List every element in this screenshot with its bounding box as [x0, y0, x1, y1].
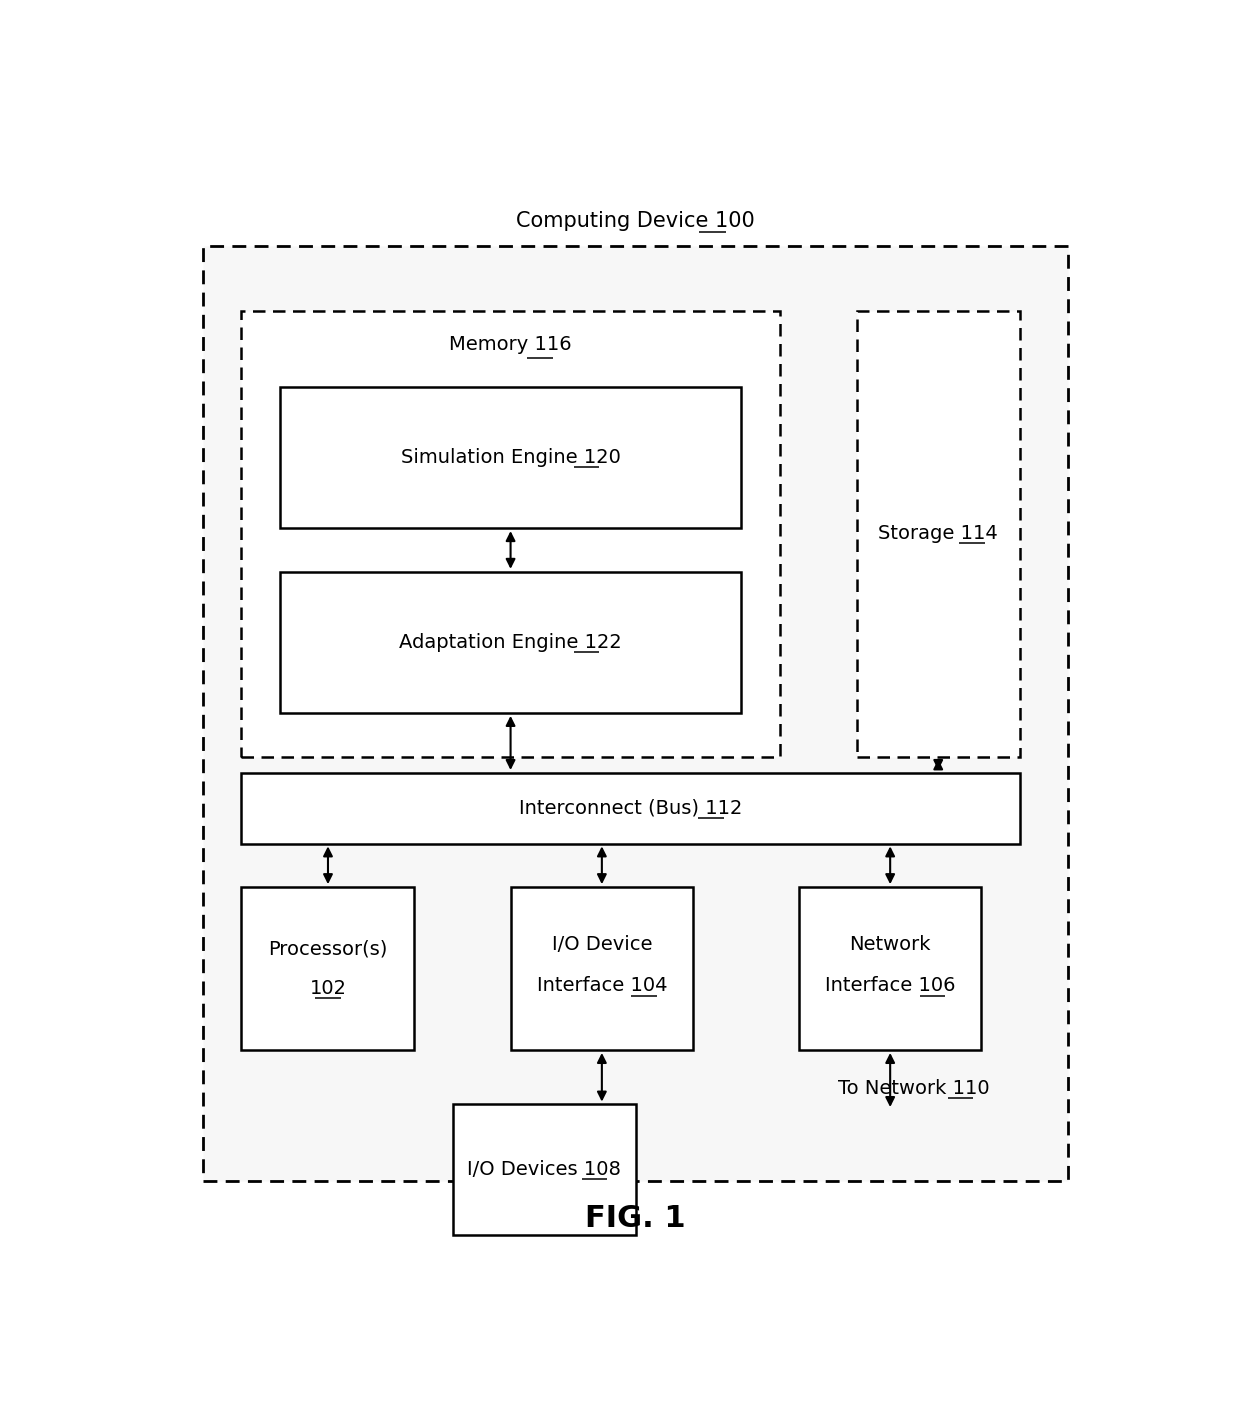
- Text: Interconnect (Bus) 112: Interconnect (Bus) 112: [520, 799, 743, 818]
- Bar: [203, 246, 1068, 1180]
- Bar: [280, 387, 742, 528]
- Bar: [280, 572, 742, 713]
- Bar: [453, 1104, 635, 1236]
- Text: Processor(s): Processor(s): [268, 939, 388, 959]
- Text: Adaptation Engine 122: Adaptation Engine 122: [399, 633, 622, 652]
- Text: 102: 102: [310, 979, 346, 998]
- Bar: [799, 887, 982, 1051]
- Bar: [242, 887, 414, 1051]
- Text: Interface 106: Interface 106: [825, 977, 955, 995]
- Text: I/O Device: I/O Device: [552, 935, 652, 955]
- Text: Memory 116: Memory 116: [449, 335, 572, 353]
- Text: I/O Devices 108: I/O Devices 108: [467, 1161, 621, 1179]
- Bar: [857, 311, 1019, 757]
- Text: Computing Device 100: Computing Device 100: [516, 212, 755, 232]
- Text: Storage 114: Storage 114: [878, 524, 998, 544]
- Text: Simulation Engine 120: Simulation Engine 120: [401, 448, 620, 467]
- Bar: [242, 311, 780, 757]
- Bar: [511, 887, 693, 1051]
- Text: FIG. 1: FIG. 1: [585, 1204, 686, 1233]
- Text: To Network 110: To Network 110: [838, 1079, 990, 1097]
- Text: Network: Network: [849, 935, 931, 955]
- Bar: [242, 772, 1021, 843]
- Text: Interface 104: Interface 104: [537, 977, 667, 995]
